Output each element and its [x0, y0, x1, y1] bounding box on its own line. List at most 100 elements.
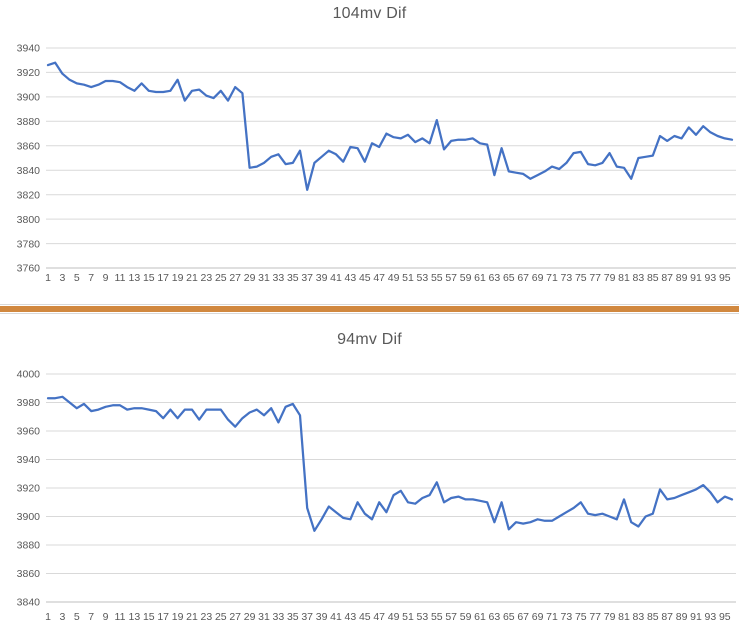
x-axis-tick-label: 41: [330, 272, 342, 284]
x-axis-tick-label: 3: [59, 272, 65, 284]
x-axis-tick-label: 51: [402, 611, 414, 623]
x-axis-tick-label: 31: [258, 272, 270, 284]
divider-lower-line: [0, 313, 739, 314]
x-axis-tick-label: 89: [676, 272, 688, 284]
x-axis-tick-label: 59: [460, 272, 472, 284]
x-axis-tick-label: 81: [618, 611, 630, 623]
x-axis-tick-label: 13: [129, 611, 141, 623]
x-axis-tick-label: 45: [359, 272, 371, 284]
x-axis-tick-label: 37: [301, 272, 313, 284]
x-axis-tick-label: 87: [661, 611, 673, 623]
x-axis-tick-label: 83: [633, 272, 645, 284]
x-axis-tick-label: 81: [618, 272, 630, 284]
y-axis-tick-label: 3860: [17, 141, 41, 153]
x-axis-tick-label: 73: [561, 611, 573, 623]
x-axis-tick-label: 43: [345, 611, 357, 623]
orange-divider: [0, 306, 739, 312]
x-axis-tick-label: 11: [115, 611, 126, 623]
y-axis-tick-label: 3780: [17, 238, 41, 250]
y-axis-tick-label: 3940: [17, 454, 41, 466]
y-axis-tick-label: 3880: [17, 540, 41, 552]
x-axis-tick-label: 71: [546, 272, 558, 284]
x-axis-tick-label: 63: [489, 272, 501, 284]
x-axis-tick-label: 91: [690, 611, 702, 623]
x-axis-tick-label: 93: [705, 611, 717, 623]
chart-104mv-dif[interactable]: 104mv Dif 3760 3780 3800 3820 3840 3860 3880 39…: [0, 0, 739, 304]
x-axis-tick-label: 31: [258, 611, 270, 623]
x-axis-tick-label: 29: [244, 611, 256, 623]
x-axis-tick-label: 23: [201, 272, 213, 284]
x-axis-tick-label: 67: [517, 272, 529, 284]
x-axis-tick-label: 69: [532, 272, 544, 284]
x-axis-tick-label: 21: [186, 611, 198, 623]
x-axis-tick-label: 53: [417, 272, 429, 284]
x-axis-tick-label: 39: [316, 272, 328, 284]
x-axis-tick-label: 83: [633, 611, 645, 623]
x-axis-tick-label: 55: [431, 272, 443, 284]
x-axis-tick-label: 85: [647, 272, 659, 284]
x-axis-tick-label: 7: [88, 611, 94, 623]
x-axis-tick-label: 25: [215, 272, 227, 284]
x-axis-tick-label: 95: [719, 272, 731, 284]
y-axis-tick-label: 3900: [17, 92, 41, 104]
x-axis-tick-label: 1: [45, 611, 51, 623]
x-axis-tick-label: 15: [143, 272, 155, 284]
x-axis-tick-label: 9: [103, 272, 109, 284]
x-axis-tick-label: 17: [157, 611, 169, 623]
y-axis-tick-label: 3840: [17, 597, 41, 609]
y-axis-tick-label: 3980: [17, 397, 41, 409]
x-axis-tick-label: 69: [532, 611, 544, 623]
x-axis-tick-label: 67: [517, 611, 529, 623]
y-axis-tick-label: 3820: [17, 189, 41, 201]
chart-94mv-dif[interactable]: 94mv Dif 3840 3860 3880 3900 3920 3940 3960 398…: [0, 314, 739, 639]
x-axis-tick-label: 41: [330, 611, 342, 623]
x-axis-tick-label: 65: [503, 611, 515, 623]
x-axis-tick-label: 47: [373, 272, 385, 284]
x-axis-tick-label: 45: [359, 611, 371, 623]
x-axis-tick-label: 43: [345, 272, 357, 284]
x-axis-tick-label: 55: [431, 611, 443, 623]
x-axis-tick-label: 91: [690, 272, 702, 284]
y-axis-tick-label: 3900: [17, 511, 41, 523]
chart1-title: 104mv Dif: [332, 5, 407, 22]
x-axis-tick-label: 95: [719, 611, 731, 623]
x-axis-tick-label: 77: [589, 611, 601, 623]
series-line: [46, 395, 734, 532]
x-axis-tick-label: 33: [273, 611, 285, 623]
x-axis-tick-label: 7: [88, 272, 94, 284]
y-axis-tick-label: 3940: [17, 43, 41, 55]
chart2-title: 94mv Dif: [337, 331, 402, 348]
x-axis-tick-label: 33: [273, 272, 285, 284]
x-axis-tick-label: 75: [575, 272, 587, 284]
y-axis-tick-label: 3960: [17, 426, 41, 438]
x-axis-tick-label: 3: [59, 611, 65, 623]
x-axis-tick-label: 15: [143, 611, 155, 623]
series-line: [46, 61, 734, 191]
x-axis-tick-label: 9: [103, 611, 109, 623]
x-axis-tick-label: 47: [373, 611, 385, 623]
x-axis-tick-label: 49: [388, 272, 400, 284]
y-axis-tick-label: 3840: [17, 165, 41, 177]
x-axis-tick-label: 85: [647, 611, 659, 623]
x-axis-tick-label: 35: [287, 611, 299, 623]
x-axis-tick-label: 65: [503, 272, 515, 284]
x-axis-tick-label: 13: [129, 272, 141, 284]
x-axis-tick-label: 57: [445, 611, 457, 623]
x-axis-tick-label: 61: [474, 611, 486, 623]
x-axis-tick-label: 89: [676, 611, 688, 623]
x-axis-tick-label: 93: [705, 272, 717, 284]
x-axis-tick-label: 57: [445, 272, 457, 284]
x-axis-tick-label: 87: [661, 272, 673, 284]
x-axis-tick-label: 73: [561, 272, 573, 284]
x-axis-tick-label: 49: [388, 611, 400, 623]
x-axis-tick-label: 77: [589, 272, 601, 284]
x-axis-tick-label: 27: [229, 272, 241, 284]
x-axis-tick-label: 29: [244, 272, 256, 284]
x-axis-tick-label: 79: [604, 611, 616, 623]
x-axis-tick-label: 19: [172, 611, 184, 623]
x-axis-tick-label: 39: [316, 611, 328, 623]
divider-upper-line: [0, 304, 739, 305]
x-axis-tick-label: 23: [201, 611, 213, 623]
